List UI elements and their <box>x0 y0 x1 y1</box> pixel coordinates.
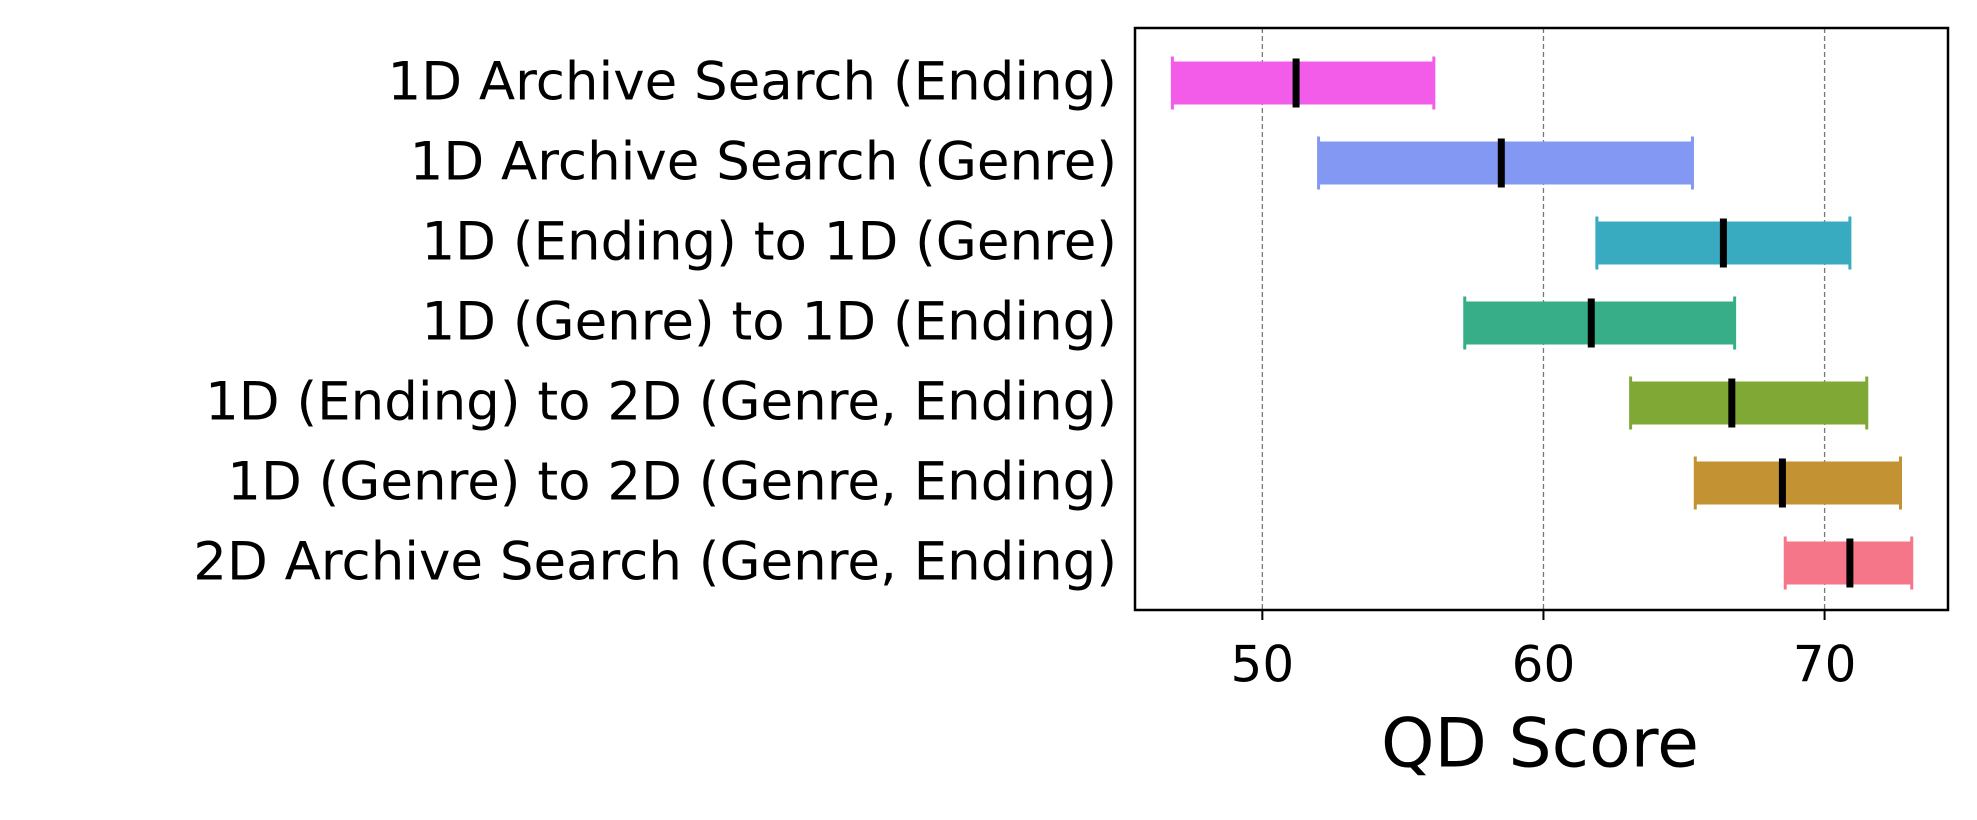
y-tick-label: 1D (Genre) to 2D (Genre, Ending) <box>227 452 1117 513</box>
x-axis-label: QD Score <box>1381 705 1699 784</box>
y-tick-label: 1D Archive Search (Ending) <box>387 52 1117 113</box>
plot-frame <box>1133 26 1950 612</box>
y-tick-label: 1D (Genre) to 1D (Ending) <box>421 292 1117 353</box>
y-tick-label: 1D (Ending) to 1D (Genre) <box>421 212 1117 273</box>
y-tick-label: 2D Archive Search (Genre, Ending) <box>193 532 1117 593</box>
x-tick-label: 50 <box>1231 636 1295 694</box>
range-bar <box>1695 461 1901 505</box>
range-bar <box>1172 61 1434 105</box>
y-tick-label: 1D (Ending) to 2D (Genre, Ending) <box>205 372 1117 433</box>
range-bar <box>1630 381 1867 425</box>
range-bar <box>1318 141 1693 185</box>
range-bar <box>1464 301 1735 345</box>
y-tick-label: 1D Archive Search (Genre) <box>410 132 1117 193</box>
x-tick-label: 70 <box>1793 636 1857 694</box>
x-tick-label: 60 <box>1512 636 1576 694</box>
